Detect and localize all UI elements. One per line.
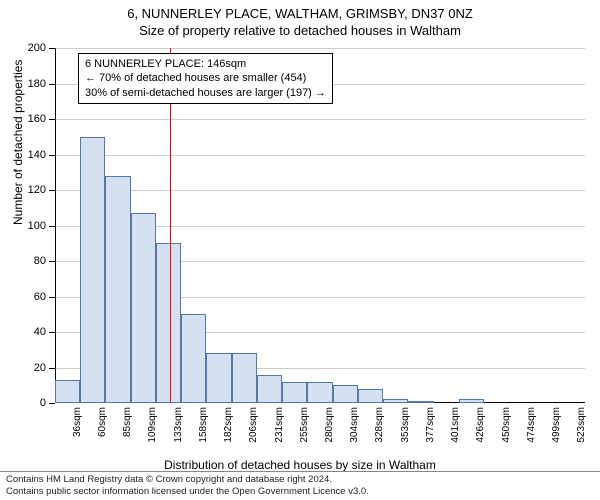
y-tick [49, 226, 55, 227]
x-tick-label: 377sqm [425, 407, 436, 443]
x-tick-label: 158sqm [198, 407, 209, 443]
histogram-bar [80, 137, 105, 403]
y-tick [49, 368, 55, 369]
footer-line-2: Contains public sector information licen… [6, 486, 594, 497]
histogram-bar [206, 353, 231, 403]
histogram-bar [232, 353, 257, 403]
y-tick [49, 190, 55, 191]
histogram-bar [383, 399, 408, 403]
histogram-bar [105, 176, 130, 403]
x-tick-label: 60sqm [97, 407, 108, 437]
x-tick-label: 328sqm [374, 407, 385, 443]
y-tick [49, 332, 55, 333]
x-tick-label: 304sqm [349, 407, 360, 443]
histogram-bar [156, 243, 181, 403]
histogram-bar [307, 382, 332, 403]
x-tick-label: 499sqm [551, 407, 562, 443]
x-tick-label: 401sqm [450, 407, 461, 443]
grid-line [55, 48, 585, 49]
y-tick-label: 0 [40, 397, 46, 409]
y-tick-label: 200 [28, 42, 46, 54]
histogram-bar [55, 380, 80, 403]
histogram-bar [181, 314, 206, 403]
x-tick-label: 133sqm [173, 407, 184, 443]
y-tick-label: 60 [34, 291, 46, 303]
x-tick-label: 231sqm [274, 407, 285, 443]
y-tick-label: 80 [34, 255, 46, 267]
x-tick-label: 182sqm [223, 407, 234, 443]
y-tick [49, 48, 55, 49]
info-box-line: 6 NUNNERLEY PLACE: 146sqm [85, 57, 326, 71]
histogram-bar [333, 385, 358, 403]
y-axis-label: Number of detached properties [11, 60, 25, 225]
grid-line [55, 119, 585, 120]
x-axis-label: Distribution of detached houses by size … [0, 458, 600, 472]
chart-title-sub: Size of property relative to detached ho… [0, 21, 600, 38]
y-tick-label: 20 [34, 362, 46, 374]
y-tick-label: 40 [34, 326, 46, 338]
x-tick-label: 255sqm [299, 407, 310, 443]
histogram-bar [408, 401, 433, 403]
y-tick [49, 155, 55, 156]
x-tick-label: 206sqm [248, 407, 259, 443]
grid-line [55, 190, 585, 191]
y-tick-label: 180 [28, 78, 46, 90]
x-tick-label: 450sqm [501, 407, 512, 443]
y-tick-label: 160 [28, 113, 46, 125]
footer-attribution: Contains HM Land Registry data © Crown c… [0, 471, 600, 500]
histogram-bar [459, 399, 484, 403]
histogram-bar [358, 389, 383, 403]
plot-area: 02040608010012014016018020036sqm60sqm85s… [55, 48, 585, 403]
x-tick-label: 109sqm [147, 407, 158, 443]
histogram-bar [282, 382, 307, 403]
histogram-bar [131, 213, 156, 403]
y-tick-label: 140 [28, 149, 46, 161]
y-tick [49, 84, 55, 85]
info-box: 6 NUNNERLEY PLACE: 146sqm← 70% of detach… [78, 53, 333, 104]
grid-line [55, 155, 585, 156]
x-tick-label: 474sqm [526, 407, 537, 443]
chart-title-main: 6, NUNNERLEY PLACE, WALTHAM, GRIMSBY, DN… [0, 0, 600, 21]
y-tick [49, 261, 55, 262]
x-tick-label: 426sqm [475, 407, 486, 443]
y-tick-label: 120 [28, 184, 46, 196]
x-tick-label: 280sqm [324, 407, 335, 443]
footer-line-1: Contains HM Land Registry data © Crown c… [6, 474, 594, 485]
x-tick-label: 85sqm [122, 407, 133, 437]
y-tick [49, 119, 55, 120]
histogram-bar [257, 375, 282, 403]
x-tick-label: 353sqm [400, 407, 411, 443]
y-tick [49, 297, 55, 298]
y-tick-label: 100 [28, 220, 46, 232]
x-tick-label: 523sqm [576, 407, 587, 443]
x-tick-label: 36sqm [72, 407, 83, 437]
info-box-line: 30% of semi-detached houses are larger (… [85, 86, 326, 100]
y-tick [49, 403, 55, 404]
info-box-line: ← 70% of detached houses are smaller (45… [85, 71, 326, 85]
